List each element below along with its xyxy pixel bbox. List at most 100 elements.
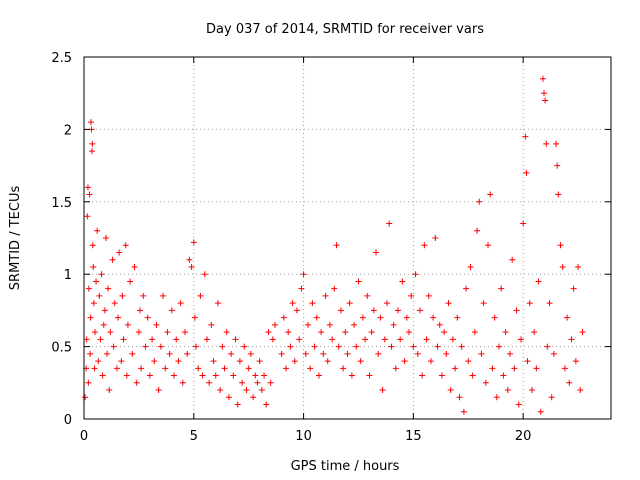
data-point <box>469 372 476 379</box>
y-axis-label: SRMTID / TECUs <box>8 186 23 291</box>
data-point <box>531 329 538 336</box>
data-point <box>109 256 116 263</box>
data-point <box>480 300 487 307</box>
data-point <box>414 350 421 357</box>
data-point <box>291 358 298 365</box>
data-point <box>542 97 549 104</box>
data-point <box>84 184 91 191</box>
data-point <box>555 191 562 198</box>
data-point <box>449 336 456 343</box>
data-point <box>482 379 489 386</box>
data-point <box>146 372 153 379</box>
x-tick-label: 0 <box>80 429 88 444</box>
data-point <box>269 336 276 343</box>
data-point <box>377 314 384 321</box>
data-point <box>140 292 147 299</box>
data-point <box>326 321 333 328</box>
data-point <box>195 365 202 372</box>
data-point <box>543 140 550 147</box>
data-point <box>236 358 243 365</box>
data-point <box>504 387 511 394</box>
data-point <box>463 285 470 292</box>
data-point <box>250 394 257 401</box>
data-point <box>89 140 96 147</box>
data-point <box>318 329 325 336</box>
data-point <box>515 401 522 408</box>
data-point <box>471 329 478 336</box>
data-point <box>401 358 408 365</box>
data-point <box>416 307 423 314</box>
data-point <box>474 227 481 234</box>
data-point <box>577 387 584 394</box>
data-point <box>214 300 221 307</box>
data-point <box>175 358 182 365</box>
data-point <box>267 379 274 386</box>
data-point <box>228 350 235 357</box>
data-point <box>351 321 358 328</box>
data-point <box>434 343 441 350</box>
x-tick-label: 5 <box>190 429 198 444</box>
data-point <box>191 314 198 321</box>
data-point <box>554 162 561 169</box>
data-point <box>362 336 369 343</box>
data-point <box>344 350 351 357</box>
data-point <box>564 314 571 321</box>
data-point <box>410 343 417 350</box>
data-point <box>419 372 426 379</box>
data-point <box>258 387 265 394</box>
data-point <box>557 242 564 249</box>
x-axis-label: GPS time / hours <box>291 459 400 474</box>
data-point <box>90 263 97 270</box>
data-point <box>546 300 553 307</box>
data-point <box>129 350 136 357</box>
data-point <box>381 336 388 343</box>
data-point <box>164 329 171 336</box>
data-point <box>478 350 485 357</box>
data-point <box>88 148 95 155</box>
data-point <box>239 379 246 386</box>
data-point <box>533 365 540 372</box>
data-point <box>188 263 195 270</box>
data-point <box>368 329 375 336</box>
data-point <box>206 379 213 386</box>
data-point <box>408 292 415 299</box>
data-point <box>329 336 336 343</box>
data-point <box>225 394 232 401</box>
data-point <box>522 133 529 140</box>
data-point <box>452 365 459 372</box>
data-point <box>232 336 239 343</box>
data-point <box>311 343 318 350</box>
data-point <box>384 300 391 307</box>
data-point <box>107 329 114 336</box>
data-point <box>201 271 208 278</box>
data-point <box>192 343 199 350</box>
data-point <box>166 350 173 357</box>
data-point <box>487 191 494 198</box>
data-point <box>245 365 252 372</box>
data-point <box>212 372 219 379</box>
data-point <box>91 365 98 372</box>
data-point <box>423 336 430 343</box>
data-point <box>99 372 106 379</box>
y-tick-label: 0 <box>64 413 72 428</box>
data-point <box>160 292 167 299</box>
data-point <box>90 300 97 307</box>
data-point <box>285 329 292 336</box>
data-point <box>302 350 309 357</box>
data-point <box>491 314 498 321</box>
y-tick-label: 2.5 <box>51 51 72 66</box>
data-point <box>559 263 566 270</box>
data-point <box>87 350 94 357</box>
data-point <box>386 220 393 227</box>
data-point <box>427 358 434 365</box>
data-point <box>553 140 560 147</box>
data-point <box>373 249 380 256</box>
data-point <box>85 379 92 386</box>
y-tick-label: 0.5 <box>51 341 72 356</box>
data-point <box>110 343 117 350</box>
data-point <box>520 220 527 227</box>
data-point <box>119 292 126 299</box>
data-point <box>348 372 355 379</box>
data-point <box>535 278 542 285</box>
